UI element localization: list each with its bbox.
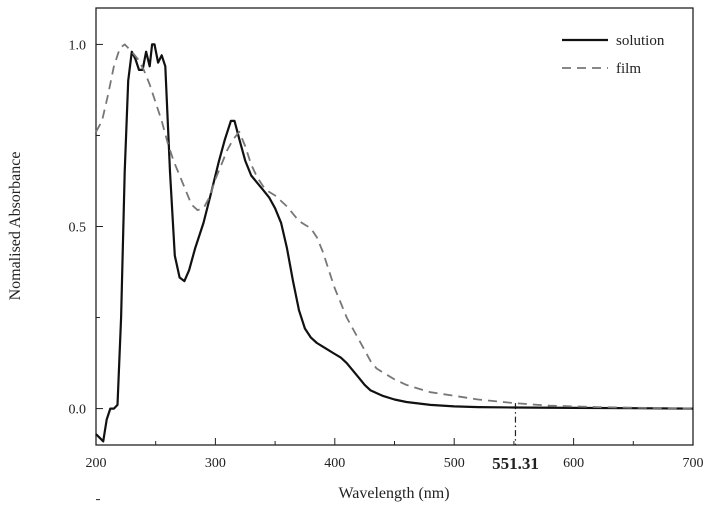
- y-axis: 0.0 0.5 1.0: [69, 38, 104, 499]
- x-tick-label: 400: [324, 456, 345, 471]
- x-tick-label: 600: [563, 456, 584, 471]
- x-tick-label: 500: [444, 456, 465, 471]
- annotation-label: 551.31: [492, 454, 539, 473]
- legend-label: film: [616, 61, 641, 77]
- x-tick-label: 700: [683, 456, 704, 471]
- x-tick-label: 200: [86, 456, 107, 471]
- legend: solution film: [562, 33, 665, 77]
- y-tick-label: 0.0: [69, 403, 87, 418]
- series-layer: [96, 44, 693, 441]
- x-axis-title: Wavelength (nm): [338, 485, 449, 502]
- y-axis-title: Nomalised Absorbance: [7, 152, 24, 301]
- y-tick-label: 1.0: [69, 38, 87, 53]
- annotation-layer: 551.31: [492, 403, 539, 473]
- y-tick-label: 0.5: [69, 221, 87, 236]
- legend-label: solution: [616, 33, 665, 49]
- x-tick-label: 300: [205, 456, 226, 471]
- series-line-film: [96, 44, 693, 408]
- x-axis: 200 300 400 500 600 700: [86, 438, 704, 471]
- series-line-solution: [96, 44, 693, 441]
